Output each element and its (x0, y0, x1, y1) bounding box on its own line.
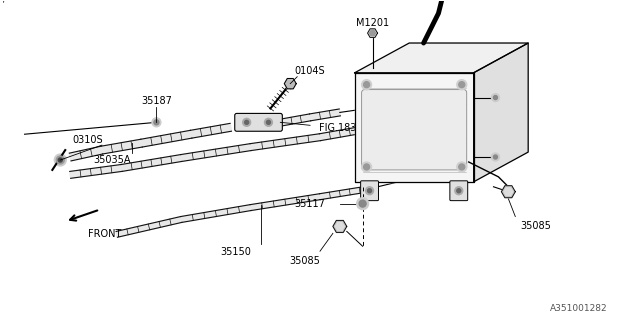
Circle shape (365, 187, 374, 195)
Polygon shape (70, 164, 122, 178)
Polygon shape (69, 146, 103, 161)
Polygon shape (282, 114, 310, 126)
FancyBboxPatch shape (362, 90, 467, 170)
Circle shape (54, 154, 66, 166)
Circle shape (459, 82, 465, 88)
Circle shape (459, 164, 465, 170)
Text: 0310S: 0310S (73, 135, 103, 145)
Polygon shape (250, 194, 321, 211)
Polygon shape (101, 139, 142, 154)
Polygon shape (355, 73, 474, 182)
Polygon shape (319, 186, 370, 200)
Polygon shape (367, 29, 378, 37)
Circle shape (356, 198, 369, 210)
Circle shape (266, 120, 271, 124)
Polygon shape (250, 134, 321, 150)
Circle shape (455, 187, 463, 195)
Text: FIG.351-2: FIG.351-2 (475, 98, 522, 108)
Polygon shape (501, 186, 515, 198)
Circle shape (367, 189, 372, 193)
Text: 35085: 35085 (290, 256, 321, 266)
Circle shape (154, 120, 159, 125)
Polygon shape (369, 30, 376, 36)
Circle shape (362, 80, 372, 90)
Circle shape (457, 189, 461, 193)
Polygon shape (141, 130, 192, 147)
Circle shape (243, 118, 251, 126)
Polygon shape (180, 144, 251, 162)
FancyBboxPatch shape (235, 113, 282, 131)
Polygon shape (116, 217, 182, 237)
Circle shape (58, 158, 62, 162)
Circle shape (364, 164, 369, 170)
Polygon shape (310, 109, 340, 121)
Circle shape (457, 80, 467, 90)
Polygon shape (333, 220, 347, 232)
Polygon shape (335, 222, 344, 230)
Circle shape (56, 156, 64, 164)
Polygon shape (355, 43, 528, 73)
Circle shape (492, 153, 499, 161)
Circle shape (244, 120, 248, 124)
Text: A351001282: A351001282 (550, 304, 607, 313)
Circle shape (492, 93, 499, 101)
Text: M1201: M1201 (356, 18, 389, 28)
Text: 35187: 35187 (141, 96, 172, 106)
Circle shape (152, 118, 161, 127)
FancyBboxPatch shape (361, 181, 378, 201)
FancyBboxPatch shape (450, 181, 468, 201)
Polygon shape (191, 124, 232, 138)
Text: 35117: 35117 (294, 199, 326, 209)
Polygon shape (284, 78, 296, 89)
Text: FIG.183: FIG.183 (319, 123, 356, 133)
Polygon shape (319, 127, 360, 140)
Polygon shape (474, 43, 528, 182)
Circle shape (264, 118, 273, 126)
Polygon shape (359, 121, 390, 134)
Circle shape (493, 96, 497, 100)
Text: 35085: 35085 (521, 221, 552, 231)
Polygon shape (504, 188, 513, 196)
Circle shape (457, 162, 467, 172)
Circle shape (359, 200, 366, 207)
Text: 35035A: 35035A (93, 155, 131, 165)
Polygon shape (180, 205, 251, 222)
Circle shape (362, 162, 372, 172)
Text: 35150: 35150 (220, 247, 251, 257)
Circle shape (493, 155, 497, 159)
Polygon shape (121, 155, 182, 171)
Text: FRONT: FRONT (88, 229, 122, 239)
Text: 0104S: 0104S (295, 66, 325, 76)
Circle shape (364, 82, 369, 88)
